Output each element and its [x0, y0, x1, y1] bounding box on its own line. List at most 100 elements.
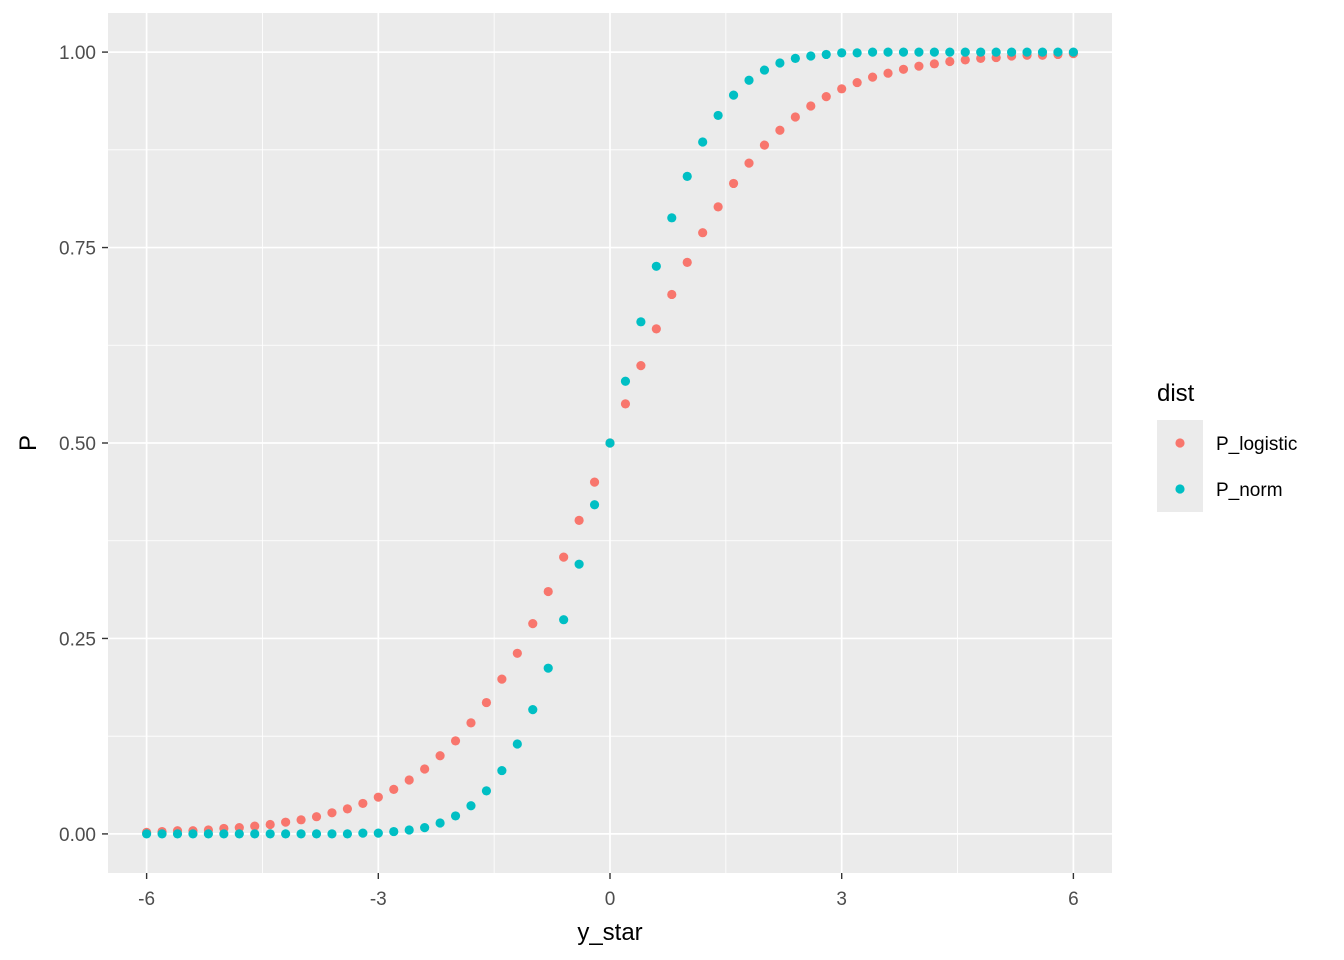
point-p-norm: [296, 829, 306, 839]
point-p-logistic: [821, 92, 831, 102]
point-p-norm: [775, 58, 785, 68]
point-p-norm: [512, 739, 522, 749]
point-p-logistic: [250, 821, 260, 831]
point-p-logistic: [481, 697, 492, 708]
legend-key-p-logistic-dot: [1175, 438, 1185, 448]
point-p-norm: [929, 47, 939, 57]
point-p-norm: [728, 90, 739, 100]
point-p-norm: [234, 829, 244, 839]
point-p-logistic: [790, 112, 800, 122]
legend: dist P_logistic P_norm: [1157, 380, 1297, 512]
point-p-norm: [466, 801, 476, 811]
x-tick-label: -6: [138, 889, 155, 910]
point-p-norm: [605, 438, 615, 448]
point-p-norm: [698, 137, 708, 147]
legend-label-p-logistic: P_logistic: [1216, 434, 1297, 455]
y-axis-ticks: 0.00 0.25 0.50 0.75 1.00: [59, 43, 108, 846]
point-p-logistic: [296, 815, 306, 825]
point-p-norm: [528, 705, 538, 715]
point-p-logistic: [636, 361, 646, 371]
point-p-norm: [837, 48, 847, 58]
point-p-logistic: [450, 736, 461, 746]
y-tick-label: 0.75: [59, 239, 96, 260]
point-p-norm: [914, 47, 924, 57]
point-p-logistic: [775, 125, 785, 135]
point-p-norm: [1022, 47, 1032, 57]
point-p-norm: [867, 47, 878, 57]
point-p-norm: [636, 317, 646, 327]
y-tick-label: 1.00: [59, 43, 96, 64]
x-axis-ticks: -6 -3 0 3 6: [138, 873, 1079, 910]
point-p-norm: [620, 376, 631, 386]
point-p-logistic: [466, 718, 476, 728]
point-p-norm: [559, 615, 569, 625]
y-tick-label: 0.50: [59, 434, 96, 455]
point-p-logistic: [265, 819, 275, 830]
point-p-logistic: [528, 619, 538, 629]
x-axis-title: y_star: [577, 919, 642, 946]
point-p-norm: [450, 811, 461, 821]
legend-label-p-norm: P_norm: [1216, 480, 1283, 501]
point-p-norm: [1053, 47, 1063, 57]
point-p-norm: [327, 829, 337, 839]
x-tick-label: 3: [836, 889, 847, 910]
point-p-norm: [852, 48, 862, 58]
point-p-norm: [373, 828, 383, 838]
point-p-norm: [667, 213, 677, 223]
point-p-norm: [821, 49, 831, 60]
point-p-norm: [806, 51, 816, 61]
point-p-norm: [404, 825, 414, 835]
point-p-logistic: [728, 178, 739, 189]
point-p-logistic: [837, 84, 847, 94]
y-tick-label: 0.00: [59, 825, 96, 846]
point-p-logistic: [559, 552, 569, 562]
point-p-logistic: [867, 72, 878, 82]
point-p-logistic: [883, 68, 893, 78]
point-p-norm: [342, 829, 353, 839]
point-p-norm: [651, 261, 661, 271]
point-p-norm: [759, 65, 770, 75]
x-tick-label: -3: [370, 889, 387, 910]
point-p-logistic: [574, 515, 584, 526]
point-p-norm: [265, 829, 275, 839]
point-p-norm: [188, 829, 198, 839]
point-p-norm: [311, 829, 322, 839]
point-p-norm: [435, 818, 445, 828]
point-p-logistic: [744, 158, 754, 168]
point-p-logistic: [281, 817, 291, 827]
point-p-norm: [945, 47, 955, 57]
point-p-logistic: [945, 56, 955, 67]
point-p-logistic: [620, 399, 631, 409]
point-p-norm: [157, 829, 167, 839]
point-p-norm: [1068, 47, 1078, 57]
point-p-norm: [574, 559, 584, 569]
point-p-norm: [589, 500, 600, 510]
point-p-norm: [883, 47, 893, 57]
point-p-logistic: [342, 804, 353, 814]
point-p-logistic: [713, 202, 723, 212]
point-p-norm: [281, 829, 291, 839]
point-p-norm: [358, 828, 368, 838]
point-p-logistic: [420, 764, 430, 774]
point-p-logistic: [311, 812, 322, 822]
point-p-logistic: [667, 289, 677, 300]
point-p-norm: [960, 47, 970, 57]
point-p-logistic: [960, 55, 970, 65]
x-tick-label: 6: [1068, 889, 1079, 910]
legend-title: dist: [1157, 380, 1195, 407]
point-p-logistic: [327, 808, 337, 818]
point-p-logistic: [512, 648, 522, 658]
point-p-logistic: [435, 751, 445, 761]
point-p-logistic: [404, 775, 414, 785]
legend-key-p-norm-dot: [1175, 484, 1185, 494]
point-p-norm: [420, 823, 430, 833]
point-p-logistic: [651, 324, 661, 334]
point-p-norm: [389, 826, 399, 837]
point-p-logistic: [914, 61, 924, 71]
y-axis-title: P: [15, 435, 42, 451]
point-p-norm: [898, 47, 909, 57]
point-p-norm: [142, 829, 152, 839]
point-p-norm: [543, 663, 553, 673]
point-p-logistic: [806, 101, 816, 111]
